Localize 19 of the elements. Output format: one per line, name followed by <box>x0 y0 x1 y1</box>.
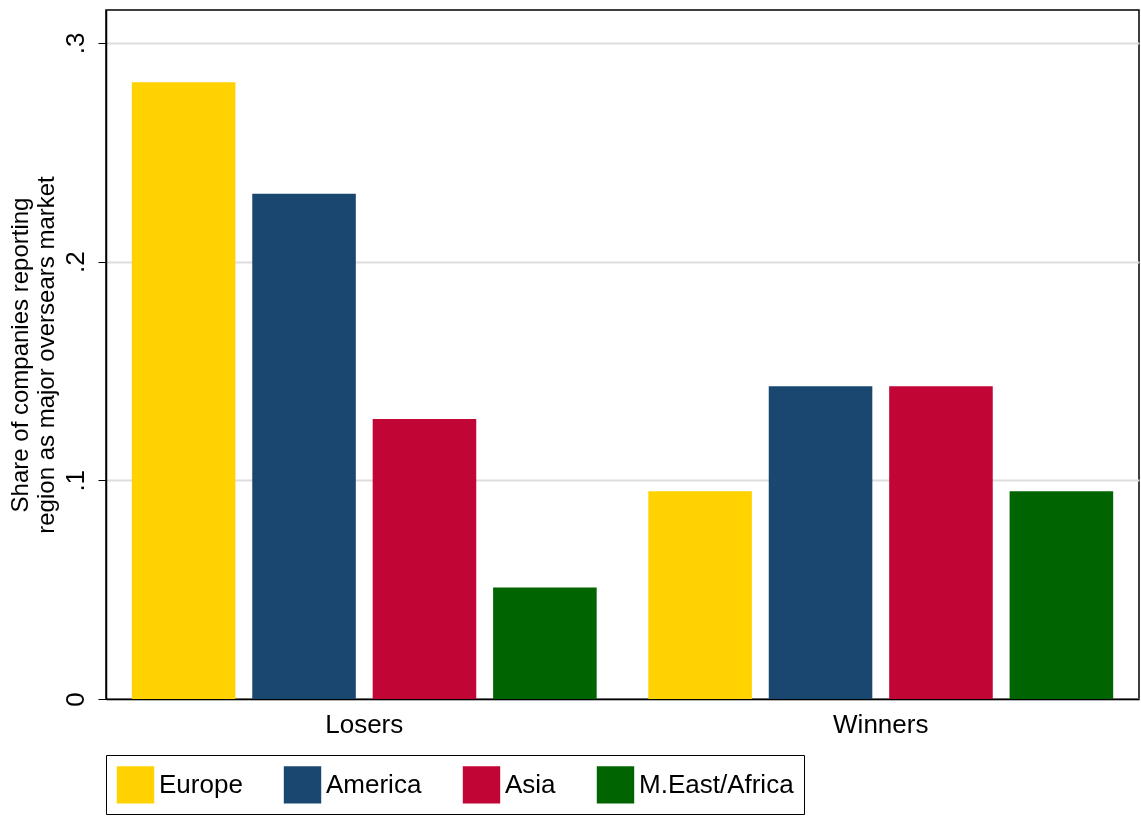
bar <box>372 419 477 699</box>
bar <box>648 491 752 699</box>
legend-label: Asia <box>505 768 557 799</box>
bar <box>889 386 993 699</box>
y-tick-label: .2 <box>59 251 90 273</box>
legend-label: America <box>326 768 422 799</box>
x-tick-label: Losers <box>325 708 404 739</box>
legend-label: Europe <box>159 768 243 799</box>
bar <box>131 82 236 699</box>
legend-label: M.East/Africa <box>639 768 795 799</box>
y-tick-label: .3 <box>59 32 90 55</box>
y-tick-label: .1 <box>59 469 90 492</box>
bar <box>768 386 873 699</box>
bar <box>1009 491 1114 699</box>
y-tick-label: 0 <box>59 692 90 707</box>
y-axis-title: Share of companies reporting region as major oversears market <box>5 175 59 534</box>
bar <box>493 587 597 699</box>
bar <box>252 193 356 699</box>
x-tick-label: Winners <box>833 708 929 739</box>
